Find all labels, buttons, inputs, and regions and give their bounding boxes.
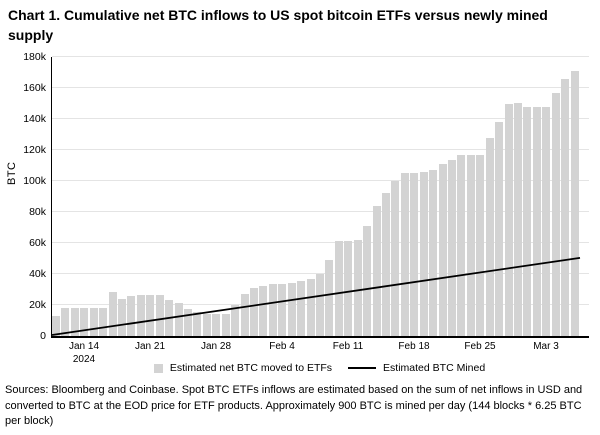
bar-feb-10 <box>334 241 343 336</box>
bar-feb-12 <box>353 239 362 336</box>
bar-jan-14 <box>80 308 89 336</box>
x-axis-tick-labels: Jan 14 2024 Jan 21 Jan 28 Feb 4 Feb 11 Feb 18 F… <box>51 340 588 366</box>
y-tick-label: 120k <box>23 144 46 156</box>
bar-jan-20 <box>136 294 145 336</box>
btc-mined-line <box>51 256 581 336</box>
bar-jan-17 <box>108 291 117 336</box>
gridline-60k <box>52 242 589 243</box>
x-tick-label-jan-21: Jan 21 <box>134 341 166 352</box>
bar-jan-21 <box>146 294 155 336</box>
gridline-120k <box>52 149 589 150</box>
y-tick-label: 20k <box>29 299 46 311</box>
bar-feb-15 <box>382 193 391 336</box>
y-axis-title: BTC <box>6 161 18 186</box>
legend-label: Estimated BTC Mined <box>383 362 486 374</box>
y-tick-label: 180k <box>23 51 46 63</box>
y-tick-label: 160k <box>23 82 46 94</box>
bar-feb-2 <box>259 285 268 336</box>
bar-jan-11 <box>52 315 61 336</box>
bar-jan-12 <box>61 308 70 336</box>
bar-jan-25 <box>184 308 193 336</box>
x-tick-label-feb-4: Feb 4 <box>269 341 295 352</box>
bar-feb-24 <box>466 154 475 336</box>
bar-jan-28 <box>212 314 221 336</box>
gridline-140k <box>52 118 589 119</box>
x-tick-sublabel-year: 2024 <box>72 354 96 365</box>
bar-feb-25 <box>476 154 485 336</box>
bar-feb-29 <box>514 102 523 336</box>
y-tick-label: 100k <box>23 175 46 187</box>
plot-area <box>51 56 589 338</box>
bar-jan-30 <box>231 305 240 336</box>
legend-label: Estimated net BTC moved to ETFs <box>169 362 333 374</box>
bar-feb-6 <box>297 280 306 336</box>
bar-feb-22 <box>448 160 457 336</box>
source-note: Sources: Bloomberg and Coinbase. Spot BT… <box>5 384 583 428</box>
y-tick-label: 80k <box>29 206 46 218</box>
legend-item-btc-mined: Estimated BTC Mined <box>348 362 485 374</box>
x-tick-label-mar-3: Mar 3 <box>533 341 559 352</box>
bar-mar-3 <box>542 106 551 336</box>
chart-title: Chart 1. Cumulative net BTC inflows to U… <box>8 7 548 44</box>
bar-feb-18 <box>410 173 419 336</box>
gridline-180k <box>52 56 589 57</box>
y-tick-label: 140k <box>23 113 46 125</box>
bar-mar-4 <box>551 93 560 336</box>
bar-mar-6 <box>570 70 579 336</box>
legend-item-etf-inflows: Estimated net BTC moved to ETFs <box>153 362 333 374</box>
gridline-80k <box>52 211 589 212</box>
bar-feb-16 <box>391 181 400 336</box>
bar-feb-7 <box>306 278 315 336</box>
bar-feb-20 <box>429 170 438 336</box>
bar-jan-24 <box>174 303 183 336</box>
bar-feb-8 <box>316 274 325 336</box>
bar-jan-15 <box>89 308 98 336</box>
gridline-40k <box>52 273 589 274</box>
y-tick-label: 40k <box>29 268 46 280</box>
legend: Estimated net BTC moved to ETFs Estimate… <box>51 362 588 374</box>
y-tick-label: 60k <box>29 237 46 249</box>
bar-jan-22 <box>155 294 164 336</box>
bar-feb-1 <box>250 287 259 336</box>
bar-mar-2 <box>532 106 541 336</box>
bar-jan-18 <box>118 298 127 336</box>
x-tick-label-jan-14: Jan 14 2024 <box>68 341 100 365</box>
bar-jan-27 <box>202 314 211 336</box>
bar-feb-14 <box>372 205 381 336</box>
bar-feb-3 <box>268 284 277 336</box>
bar-jan-31 <box>240 294 249 336</box>
bar-mar-1 <box>523 106 532 336</box>
y-axis-tick-labels: 0 20k 40k 60k 80k 100k 120k 140k 160k 180k <box>0 51 46 342</box>
x-tick-label-jan-28: Jan 28 <box>200 341 232 352</box>
bar-feb-26 <box>485 137 494 336</box>
line-swatch-icon <box>348 367 377 369</box>
bar-swatch-icon <box>153 363 163 373</box>
bar-jan-29 <box>221 314 230 336</box>
bar-jan-19 <box>127 295 136 336</box>
bar-feb-17 <box>400 173 409 336</box>
gridline-160k <box>52 87 589 88</box>
bar-feb-28 <box>504 103 513 336</box>
bar-feb-13 <box>363 225 372 336</box>
bar-jan-16 <box>99 308 108 336</box>
bar-jan-13 <box>70 308 79 336</box>
bar-feb-27 <box>495 122 504 336</box>
bar-mar-5 <box>561 78 570 336</box>
bar-feb-5 <box>287 283 296 336</box>
bar-feb-11 <box>344 241 353 336</box>
bar-feb-19 <box>419 171 428 336</box>
bar-feb-4 <box>278 284 287 336</box>
x-tick-label-feb-25: Feb 25 <box>464 341 496 352</box>
x-tick-label-feb-18: Feb 18 <box>398 341 430 352</box>
y-tick-label: 0 <box>40 330 46 342</box>
mined-line-series <box>51 256 581 336</box>
bar-jan-26 <box>193 311 202 336</box>
bar-feb-23 <box>457 155 466 336</box>
x-tick-label-feb-11: Feb 11 <box>332 341 364 352</box>
bar-feb-9 <box>325 260 334 336</box>
bar-feb-21 <box>438 163 447 336</box>
gridline-100k <box>52 180 589 181</box>
